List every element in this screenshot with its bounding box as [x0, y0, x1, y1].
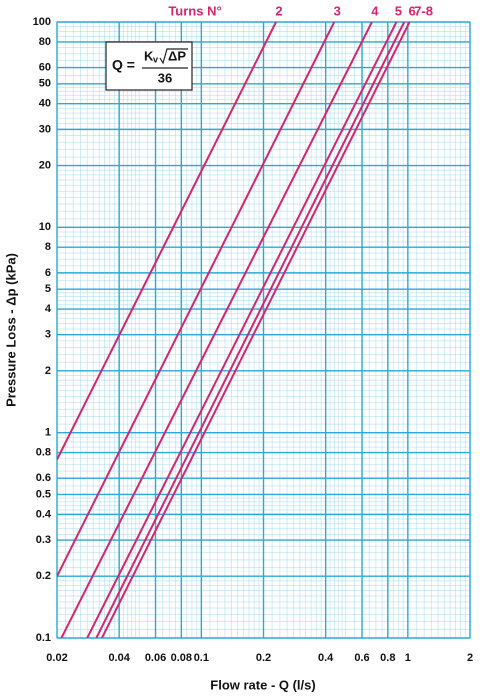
x-tick-label: 0.04 [108, 652, 130, 664]
y-tick-label: 30 [39, 123, 51, 135]
x-tick-label: 0.1 [194, 652, 209, 664]
x-tick-label: 0.8 [380, 652, 395, 664]
y-tick-label: 0.8 [36, 446, 51, 458]
series-label: 7-8 [414, 3, 433, 18]
formula-k: K [144, 48, 154, 63]
series-label: 4 [371, 3, 379, 18]
y-tick-label: 40 [39, 98, 51, 110]
y-tick-label: 60 [39, 61, 51, 73]
formula-v: v [153, 54, 158, 64]
series-line [57, 22, 336, 577]
sqrt-sign [159, 48, 188, 65]
legend-title: Turns N° [168, 3, 221, 18]
y-tick-label: 4 [45, 303, 52, 315]
y-tick-label: 3 [45, 329, 51, 341]
x-tick-label: 0.08 [171, 652, 192, 664]
series-line [86, 22, 398, 638]
x-tick-label: 1 [405, 652, 411, 664]
series-label: 5 [395, 3, 402, 18]
y-tick-label: 2 [45, 365, 51, 377]
formula-box: Q = K v ΔP 36 [105, 41, 193, 91]
series-label: 2 [275, 3, 282, 18]
x-tick-label: 0.6 [354, 652, 369, 664]
y-tick-label: 20 [39, 159, 51, 171]
y-tick-label: 1 [45, 427, 51, 439]
y-tick-label: 10 [39, 221, 51, 233]
y-tick-label: 0.2 [36, 570, 51, 582]
y-tick-label: 8 [45, 241, 51, 253]
y-tick-label: 50 [39, 78, 51, 90]
x-tick-label: 0.06 [145, 652, 166, 664]
x-tick-label: 0.4 [318, 652, 334, 664]
x-axis-label: Flow rate - Q (l/s) [210, 677, 315, 692]
x-tick-label: 0.2 [256, 652, 271, 664]
y-tick-label: 0.3 [36, 534, 51, 546]
y-tick-label: 0.6 [36, 472, 51, 484]
x-tick-label: 0.02 [46, 652, 67, 664]
y-tick-label: 80 [39, 36, 51, 48]
formula-frame [105, 41, 193, 91]
y-tick-label: 5 [45, 283, 51, 295]
x-tick-label: 2 [467, 652, 473, 664]
series-label: 3 [334, 3, 341, 18]
series-label: 6 [409, 3, 416, 18]
y-tick-label: 6 [45, 267, 51, 279]
series-line [60, 22, 373, 638]
formula-den: 36 [158, 70, 172, 85]
y-tick-label: 100 [33, 16, 51, 28]
series-line [95, 22, 406, 638]
y-tick-label: 0.1 [36, 632, 51, 644]
formula-dp: ΔP [168, 48, 186, 63]
y-axis-label: Pressure Loss - Δp (kPa) [3, 253, 18, 407]
y-tick-label: 0.4 [36, 508, 52, 520]
y-tick-label: 0.5 [36, 488, 51, 500]
formula-lhs: Q = [112, 57, 135, 73]
series-line [101, 22, 411, 638]
series-line [57, 22, 277, 460]
